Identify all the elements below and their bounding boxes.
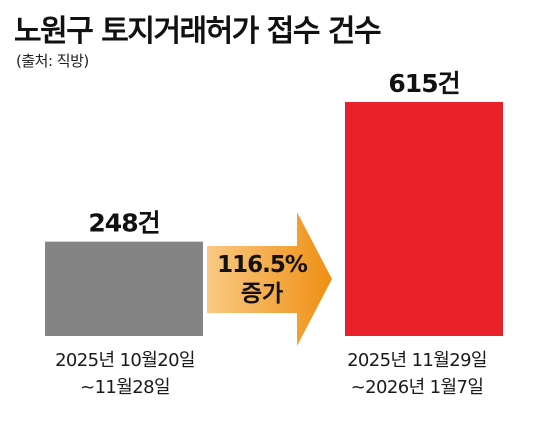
- period-before-line2: ~11월28일: [80, 377, 170, 398]
- chart-title: 노원구 토지거래허가 접수 건수: [14, 14, 382, 49]
- period-label-before: 2025년 10월20일 ~11월28일: [5, 347, 245, 401]
- bar-before: [45, 241, 203, 336]
- source-note: (출처: 직방): [16, 52, 89, 70]
- period-label-after: 2025년 11월29일 ~2026년 1월7일: [297, 347, 537, 401]
- value-label-after: 615건: [388, 69, 459, 98]
- period-after-line1: 2025년 11월29일: [347, 350, 487, 371]
- period-after-line2: ~2026년 1월7일: [350, 377, 484, 398]
- arrow-shape: [207, 212, 332, 346]
- value-label-before: 248건: [88, 209, 159, 238]
- bar-after: [345, 102, 503, 336]
- arrow-percent-label: 116.5%: [217, 252, 308, 278]
- increase-arrow: 116.5% 증가: [207, 212, 332, 346]
- period-before-line1: 2025년 10월20일: [55, 350, 195, 371]
- arrow-increase-label: 증가: [241, 281, 283, 307]
